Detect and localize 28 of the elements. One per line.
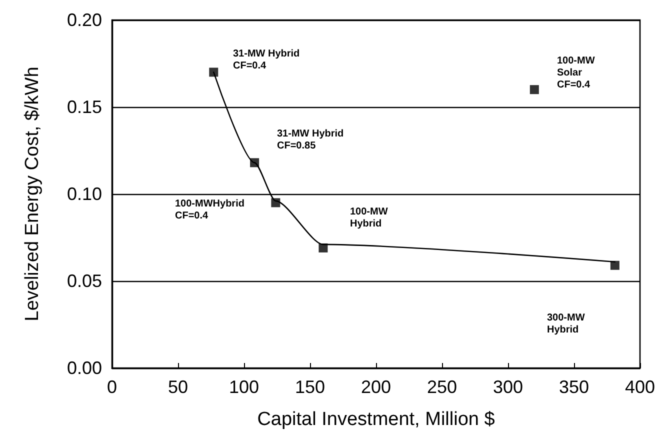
annotation: 300-MW Hybrid [547,312,586,336]
x-tick-label: 350 [558,377,590,397]
x-tick-label: 200 [360,377,392,397]
annotation: 100-MW Solar CF=0.4 [557,56,596,90]
y-tick-label: 0.20 [66,10,102,30]
x-tick-label: 400 [624,377,656,397]
x-axis-title: Capital Investment, Million $ [257,409,496,430]
x-tick-label: 0 [106,377,118,397]
annotation: 31-MW Hybrid CF=0.85 [277,128,344,152]
point [271,198,280,208]
y-tick-label: 0.15 [66,97,102,117]
x-tick-label: 50 [168,377,188,397]
point [610,260,620,270]
x-tick-label: 150 [294,377,326,397]
x-tick-label: 250 [426,377,458,397]
point [250,158,260,168]
y-axis-title: Levelized Energy Cost, $/kWh [22,66,43,322]
y-tick-label: 0.00 [66,358,102,378]
annotation: 31-MW Hybrid CF=0.4 [233,48,300,72]
x-tick-label: 300 [492,377,524,397]
y-tick-label: 0.05 [66,271,102,291]
point [530,85,539,94]
point [318,243,328,252]
annotation: 100-MW Hybrid [350,206,388,230]
y-tick-label: 0.10 [66,184,102,204]
annotation: 100-MWHybrid CF=0.4 [175,198,244,222]
point [209,68,218,77]
x-tick-label: 100 [228,377,260,397]
